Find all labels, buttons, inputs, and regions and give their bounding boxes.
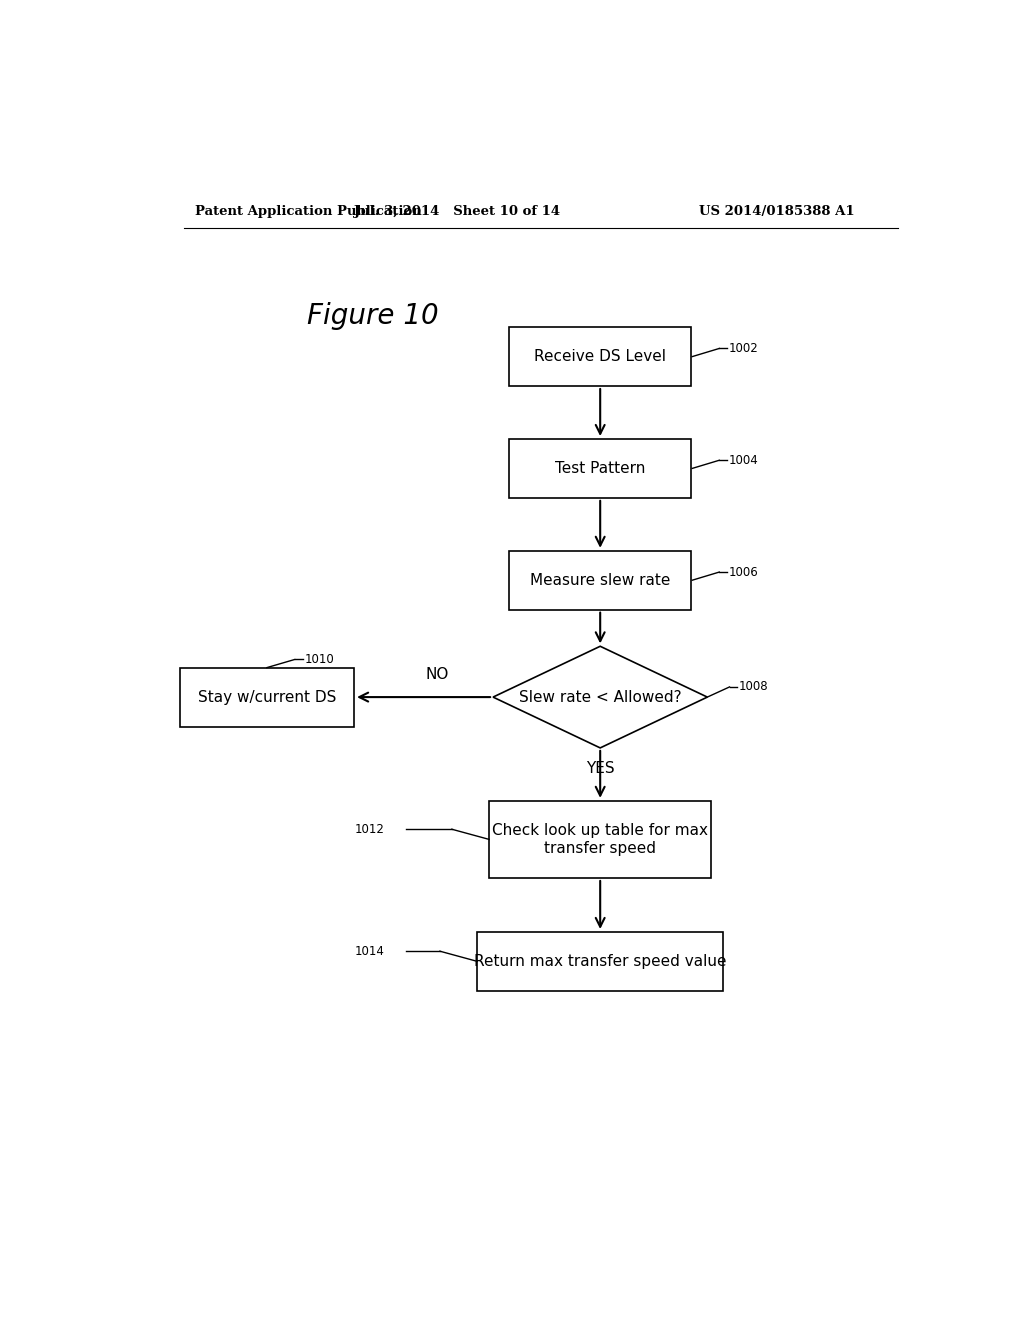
Text: Test Pattern: Test Pattern xyxy=(555,461,645,477)
Text: 1004: 1004 xyxy=(729,454,759,467)
Text: 1008: 1008 xyxy=(739,680,769,693)
Text: Stay w/current DS: Stay w/current DS xyxy=(198,689,336,705)
Polygon shape xyxy=(494,647,708,748)
Text: 1006: 1006 xyxy=(729,565,759,578)
Text: Measure slew rate: Measure slew rate xyxy=(530,573,671,587)
Text: Slew rate < Allowed?: Slew rate < Allowed? xyxy=(519,689,682,705)
Text: Patent Application Publication: Patent Application Publication xyxy=(196,205,422,218)
Text: US 2014/0185388 A1: US 2014/0185388 A1 xyxy=(698,205,854,218)
Bar xyxy=(509,550,691,610)
Text: NO: NO xyxy=(426,667,450,682)
Text: Check look up table for max
transfer speed: Check look up table for max transfer spe… xyxy=(493,824,709,855)
Text: 1010: 1010 xyxy=(304,653,334,667)
Bar xyxy=(477,932,723,991)
Text: Figure 10: Figure 10 xyxy=(306,302,438,330)
Text: Receive DS Level: Receive DS Level xyxy=(535,348,667,364)
Text: 1002: 1002 xyxy=(729,342,759,355)
Text: 1012: 1012 xyxy=(354,822,384,836)
Bar xyxy=(179,668,354,726)
Text: YES: YES xyxy=(586,760,614,776)
Text: Return max transfer speed value: Return max transfer speed value xyxy=(474,954,726,969)
Bar xyxy=(489,801,712,878)
Bar xyxy=(509,440,691,498)
Text: Jul. 3, 2014   Sheet 10 of 14: Jul. 3, 2014 Sheet 10 of 14 xyxy=(354,205,560,218)
Bar xyxy=(509,327,691,385)
Text: 1014: 1014 xyxy=(354,945,384,958)
